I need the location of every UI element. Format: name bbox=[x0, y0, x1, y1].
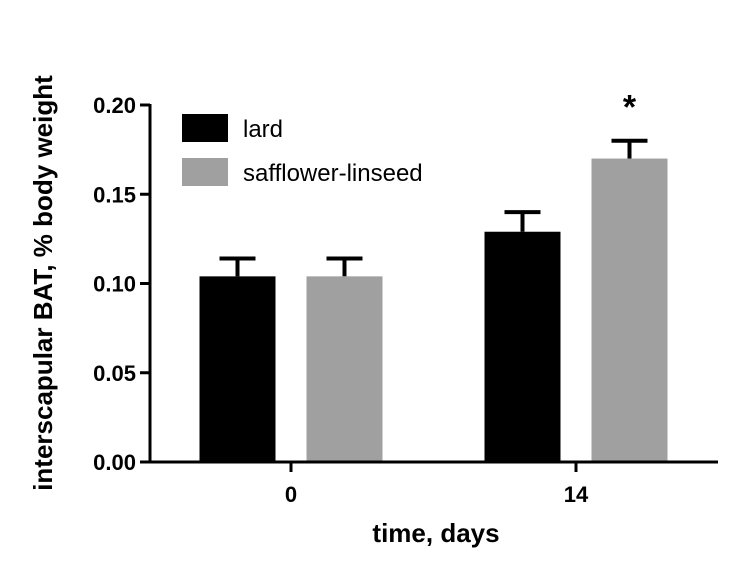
bars-layer bbox=[199, 138, 668, 463]
annotations-layer: * bbox=[623, 89, 637, 127]
legend-swatch-safflower-linseed bbox=[182, 158, 228, 186]
legend-swatch-lard bbox=[182, 114, 228, 142]
legend-label-safflower-linseed: safflower-linseed bbox=[243, 160, 423, 187]
bar-lard-0 bbox=[199, 276, 276, 462]
significance-marker: * bbox=[623, 89, 637, 127]
x-tick-label: 14 bbox=[564, 482, 589, 507]
bar-safflower-linseed-0 bbox=[306, 276, 383, 462]
axes-layer bbox=[148, 104, 718, 464]
y-tick-label: 0.15 bbox=[93, 182, 136, 207]
y-tick-label: 0.10 bbox=[93, 272, 136, 297]
legend-label-lard: lard bbox=[243, 116, 283, 143]
y-tick-label: 0.20 bbox=[93, 93, 136, 118]
bar-safflower-linseed-14 bbox=[591, 158, 668, 463]
y-tick-label: 0.05 bbox=[93, 361, 136, 386]
y-axis-ticks: 0.00 0.05 0.10 0.15 0.20 bbox=[93, 93, 150, 475]
x-axis-title: time, days bbox=[372, 518, 499, 548]
bar-lard-14 bbox=[484, 231, 561, 462]
x-tick-label: 0 bbox=[285, 482, 297, 507]
y-tick-label: 0.00 bbox=[93, 450, 136, 475]
y-axis-title: interscapular BAT, % body weight bbox=[28, 75, 58, 491]
legend: lard safflower-linseed bbox=[182, 114, 423, 187]
x-axis-ticks: 0 14 bbox=[285, 462, 589, 507]
